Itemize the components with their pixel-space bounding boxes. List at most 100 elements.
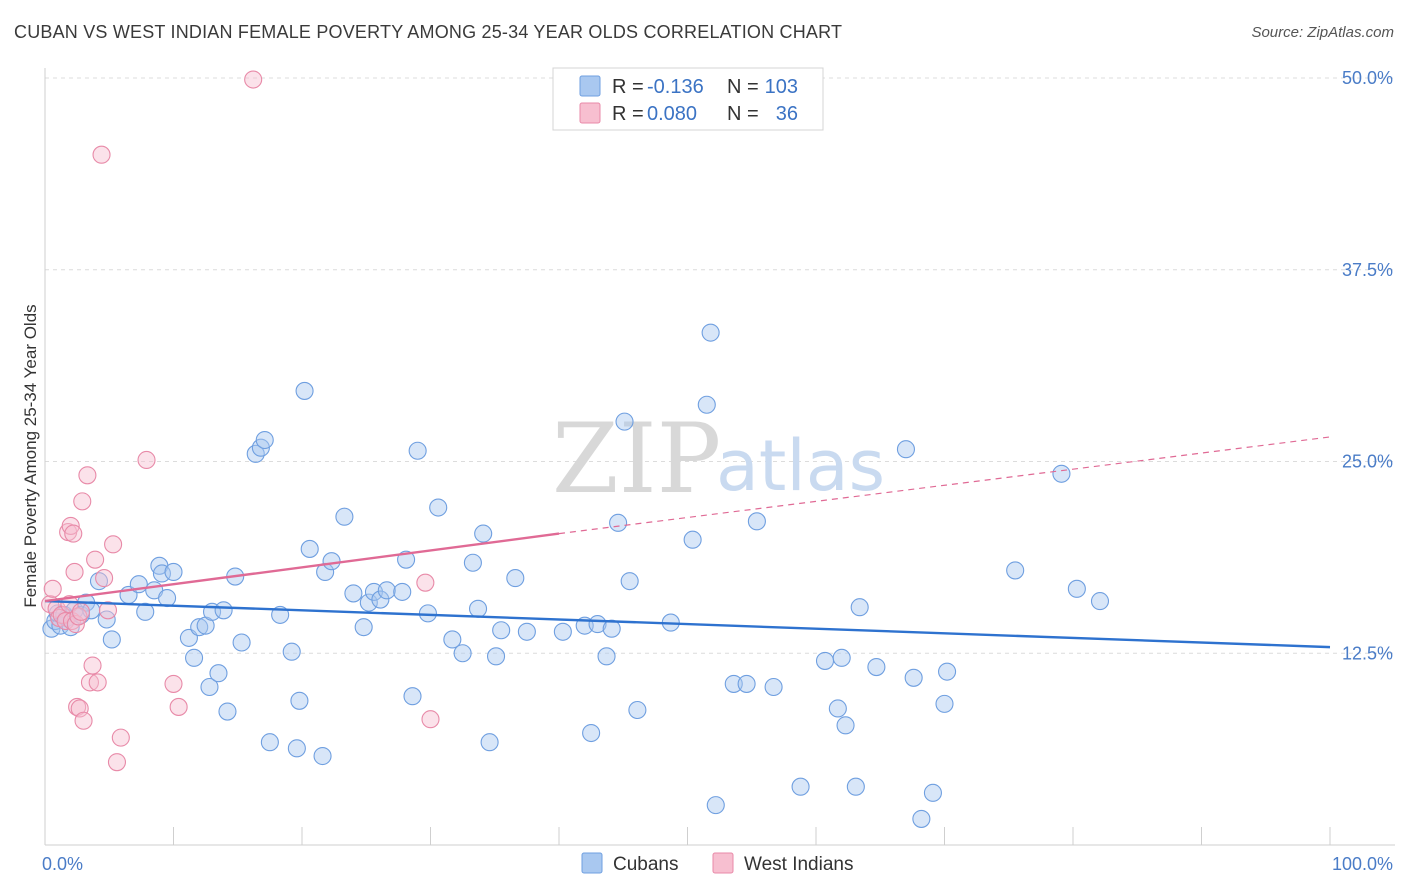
west-indians-point-34 xyxy=(421,710,440,729)
cubans-point-57 xyxy=(418,604,437,623)
axes xyxy=(44,68,1395,846)
cubans-point-32 xyxy=(232,633,251,652)
cubans-point-47 xyxy=(344,584,363,603)
cubans-point-100 xyxy=(935,694,954,713)
west-indians-point-1 xyxy=(43,579,62,598)
cubans-point-86 xyxy=(747,512,766,531)
cubans-point-103 xyxy=(1052,464,1071,483)
bottom-legend-label-west-indians: West Indians xyxy=(744,854,853,875)
cubans-point-11 xyxy=(89,572,109,591)
west-indians-point-35 xyxy=(71,602,91,621)
west-indians-point-28 xyxy=(111,728,130,747)
west-indians-point-17 xyxy=(74,711,93,730)
cubans-point-62 xyxy=(468,599,488,618)
cubans-point-42 xyxy=(300,539,319,558)
cubans-point-16 xyxy=(136,602,155,621)
cubans-point-43 xyxy=(313,746,332,766)
west-indians-point-21 xyxy=(86,550,105,569)
legend-n-label-cubans: N = xyxy=(727,76,759,98)
legend-swatch-west-indians xyxy=(579,102,601,124)
trend-lines xyxy=(44,436,1331,649)
cubans-point-24 xyxy=(190,618,209,637)
bottom-legend-swatch-cubans xyxy=(581,852,603,874)
cubans-point-49 xyxy=(359,593,378,612)
cubans-point-23 xyxy=(185,648,204,667)
legend-n-value-west-indians: 36 xyxy=(776,103,798,125)
cubans-point-59 xyxy=(443,630,462,649)
cubans-point-95 xyxy=(867,658,886,677)
west-indians-point-32 xyxy=(244,70,263,89)
y-tick-label-0: 12.5% xyxy=(1342,643,1393,663)
cubans-point-85 xyxy=(737,674,756,693)
cubans-point-69 xyxy=(553,622,572,641)
cubans-point-55 xyxy=(403,687,422,706)
x-tick-label-max: 100.0% xyxy=(1332,854,1393,874)
cubans-point-77 xyxy=(620,572,639,591)
cubans-point-68 xyxy=(517,622,536,641)
cubans-point-71 xyxy=(582,723,601,743)
cubans-point-58 xyxy=(429,498,448,517)
cubans-point-12 xyxy=(97,610,116,629)
cubans-point-83 xyxy=(706,796,725,815)
cubans-point-20 xyxy=(158,588,177,608)
y-tick-label-2: 37.5% xyxy=(1342,260,1393,280)
cubans-point-30 xyxy=(218,702,237,721)
west-indians-point-20 xyxy=(83,656,102,675)
cubans-point-98 xyxy=(912,809,931,828)
cubans-point-40 xyxy=(290,691,309,710)
cubans-point-92 xyxy=(836,716,855,735)
west-indians-point-16 xyxy=(73,492,92,511)
y-tick-labels: 12.5% 25.0% 37.5% 50.0% xyxy=(1342,68,1393,663)
cubans-point-28 xyxy=(209,664,228,683)
cubans-point-41 xyxy=(295,381,314,400)
y-tick-label-3: 50.0% xyxy=(1342,68,1393,88)
cubans-point-26 xyxy=(200,677,219,697)
x-tick-labels: 0.0% 100.0% xyxy=(42,854,1393,874)
cubans-point-19 xyxy=(152,564,171,583)
cubans-point-53 xyxy=(393,582,412,601)
west-indians-point-22 xyxy=(88,673,107,692)
cubans-point-36 xyxy=(260,733,279,752)
cubans-point-48 xyxy=(354,618,373,637)
cubans-point-99 xyxy=(923,783,942,802)
cubans-point-63 xyxy=(474,524,493,543)
cubans-point-87 xyxy=(764,677,783,697)
west-indians-trend-line xyxy=(44,532,560,603)
cubans-point-67 xyxy=(506,569,525,588)
cubans-point-45 xyxy=(322,552,341,571)
legend-swatch-cubans xyxy=(579,75,601,97)
cubans-point-80 xyxy=(683,530,702,549)
cubans-point-73 xyxy=(597,647,616,666)
cubans-point-91 xyxy=(832,648,851,667)
cubans-point-61 xyxy=(463,553,482,572)
west-indians-trend-extension xyxy=(558,436,1331,535)
cubans-point-102 xyxy=(1006,561,1025,580)
cubans-point-90 xyxy=(828,699,847,718)
cubans-point-96 xyxy=(896,440,916,459)
west-indians-point-29 xyxy=(137,450,156,470)
cubans-point-78 xyxy=(628,700,647,720)
cubans-point-52 xyxy=(377,581,396,600)
bottom-legend-label-cubans: Cubans xyxy=(613,854,679,875)
west-indians-point-31 xyxy=(169,697,188,716)
cubans-point-66 xyxy=(492,621,511,640)
watermark: ZIP atlas xyxy=(552,403,885,515)
cubans-point-65 xyxy=(486,647,506,666)
cubans-point-93 xyxy=(846,777,865,796)
cubans-point-94 xyxy=(850,598,869,617)
cubans-point-29 xyxy=(214,601,233,620)
y-tick-label-1: 25.0% xyxy=(1342,452,1393,472)
cubans-point-97 xyxy=(904,668,923,687)
cubans-point-81 xyxy=(697,395,716,414)
grid-lines xyxy=(45,77,1395,654)
legend-r-label-west-indians: R = xyxy=(612,103,644,125)
cubans-point-84 xyxy=(724,674,743,693)
data-points xyxy=(41,70,1110,828)
legend-r-label-cubans: R = xyxy=(612,76,644,98)
cubans-point-76 xyxy=(615,412,634,431)
west-indians-point-27 xyxy=(107,753,127,772)
cubans-point-105 xyxy=(1090,592,1110,611)
cubans-point-51 xyxy=(371,590,390,609)
legend-r-value-cubans: -0.136 xyxy=(647,76,704,98)
